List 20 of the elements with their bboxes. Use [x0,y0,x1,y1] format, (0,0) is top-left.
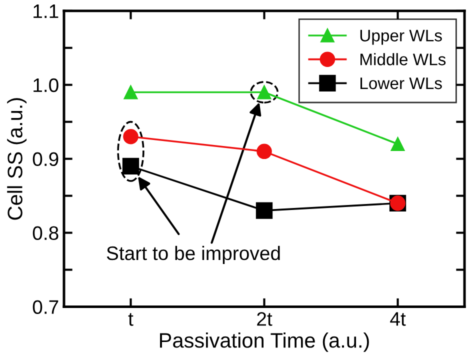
point [123,128,138,144]
point [390,137,405,151]
annotation: Start to be improved [106,246,280,264]
y-tick-label: 0.8 [32,226,58,240]
y-tick-label: 0.7 [32,300,58,314]
legend-label: Upper WLs [360,30,442,45]
point [122,158,140,175]
point [256,202,273,219]
y-tick-label: 1.1 [34,4,58,18]
x-tick-label: t [128,313,134,326]
legend-label: Lower WLs [360,78,442,90]
x-axis-title: Passivation Time (a.u.) [160,332,369,352]
point [256,144,272,160]
y-axis-title: Cell SS (a.u.) [7,98,27,220]
y-tick-label: 0.9 [32,152,58,166]
y-tick-label: 1.0 [34,78,58,92]
legend-label: Middle WLs [360,53,446,66]
point [124,85,138,100]
x-tick-label: 2t [257,312,272,326]
x-tick-label: 4t [390,312,406,326]
